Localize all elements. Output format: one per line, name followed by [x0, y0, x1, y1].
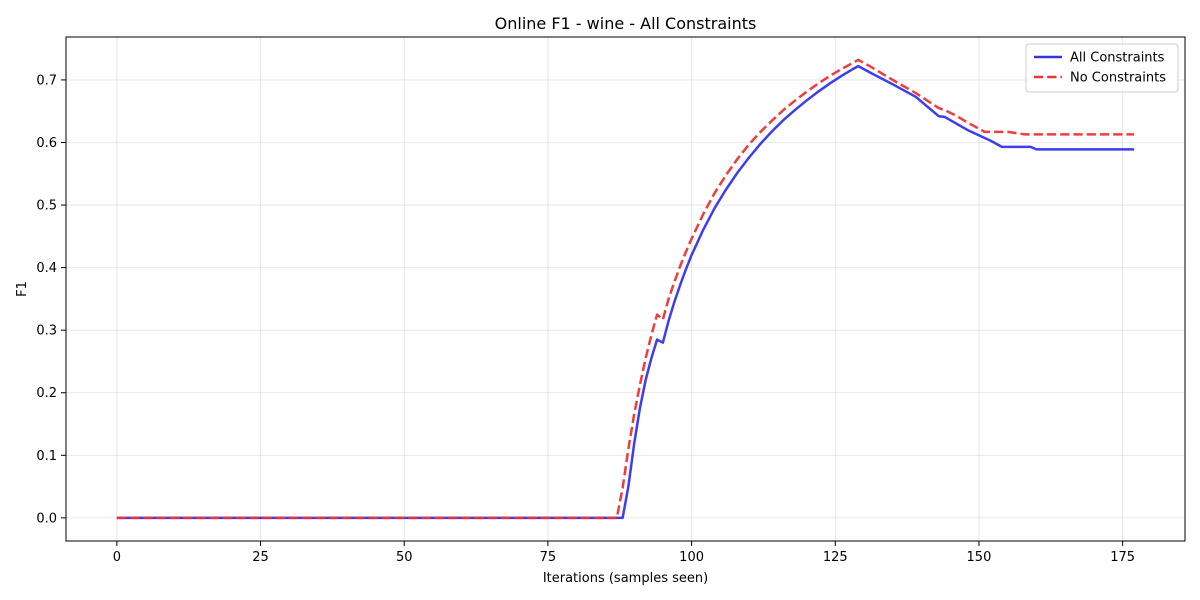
legend-box [1025, 43, 1179, 93]
y-tick-label: 0.7 [36, 73, 57, 88]
y-tick-label: 0.4 [36, 261, 57, 276]
x-axis: 0 25 50 75 100 125 150 175 [113, 541, 1135, 565]
plot-frame [65, 36, 1186, 542]
x-tick-label: 100 [679, 550, 704, 565]
x-tick-label: 25 [252, 550, 269, 565]
y-tick-label: 0.6 [36, 136, 57, 151]
x-tick-label: 50 [396, 550, 413, 565]
x-tick-label: 0 [113, 550, 121, 565]
chart-title: Online F1 - wine - All Constraints [495, 14, 757, 33]
x-tick-label: 125 [823, 550, 848, 565]
legend: All Constraints No Constraints [1025, 43, 1179, 93]
series-line-all-constraints [116, 64, 1135, 520]
x-tick-label: 150 [967, 550, 992, 565]
y-axis: 0.0 0.1 0.2 0.3 0.4 0.5 0.6 0.7 [36, 73, 66, 526]
x-tick-label: 75 [540, 550, 557, 565]
y-tick-label: 0.2 [36, 386, 57, 401]
series-line-no-constraints [116, 58, 1135, 520]
legend-label-no-constraints: No Constraints [1070, 71, 1166, 86]
legend-label-all-constraints: All Constraints [1070, 51, 1165, 66]
y-axis-label: F1 [15, 281, 30, 297]
series-layer [116, 58, 1135, 520]
y-tick-label: 0.0 [36, 511, 57, 526]
grid [66, 37, 1185, 541]
y-tick-label: 0.1 [36, 449, 57, 464]
y-tick-label: 0.5 [36, 199, 57, 214]
y-tick-label: 0.3 [36, 324, 57, 339]
x-axis-label: Iterations (samples seen) [543, 571, 708, 586]
x-tick-label: 175 [1110, 550, 1135, 565]
